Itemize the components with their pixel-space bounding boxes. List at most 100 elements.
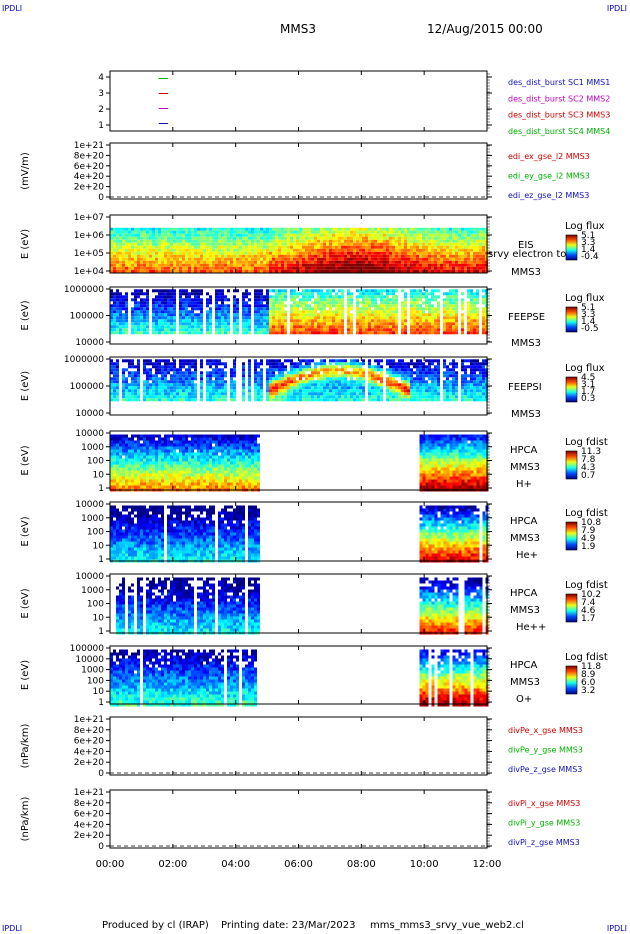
panel-feepse: E (eV) 1000000 100000 10000 FEEPSE MMS3 Log fl… (20, 285, 605, 349)
plot-datetime: 12/Aug/2015 00:00 (427, 22, 543, 36)
legend-burst-2: des_dist_burst SC2 MMS2 (508, 94, 610, 103)
ytick-feepse-1: 100000 (70, 312, 105, 322)
ytick-hpca_o-3: 100 (87, 676, 104, 686)
panel-label-hpca_hepp-1: MMS3 (510, 605, 540, 616)
legend-edi-3: edi_ez_gse_l2 MMS3 (508, 191, 589, 200)
colorbar-tick-hpca_h-0: 11.3 (581, 447, 601, 457)
ytick-edi-1: 8e+20 (74, 151, 105, 161)
ytick-divpi-0: 1e+21 (74, 788, 104, 798)
ytick-hpca_he-4: 1 (98, 555, 104, 565)
ytick-edi-2: 6e+20 (74, 162, 105, 172)
ytick-divpi-3: 4e+20 (74, 820, 105, 830)
colorbar-hpca_hepp (565, 593, 578, 623)
colorbar-feepse (565, 306, 578, 333)
xtick-label-5: 10:00 (410, 859, 439, 870)
ytick-hpca_hepp-0: 10000 (75, 572, 104, 582)
ytick-divpe-0: 1e+21 (74, 715, 104, 725)
panel-label-hpca_o-0: HPCA (510, 660, 538, 671)
xtick-label-1: 02:00 (158, 859, 187, 870)
ylabel-hpca_o: E (eV) (20, 660, 31, 690)
colorbar-tick-eis-3: -0.4 (581, 252, 599, 262)
frame-divpe (109, 716, 488, 776)
xtick-label-0: 00:00 (96, 859, 125, 870)
ytick-eis-0: 1e+07 (74, 213, 104, 223)
ytick-hpca_hepp-3: 10 (93, 613, 105, 623)
colorbar-tick-hpca_he-2: 4.9 (581, 534, 596, 544)
ytick-feepsi-0: 1000000 (64, 355, 104, 365)
ytick-burst-0: 4 (98, 73, 104, 83)
panel-label-hpca_he-0: HPCA (510, 516, 538, 527)
colorbar-tick-hpca_he-3: 1.9 (581, 542, 596, 552)
colorbar-feepsi (565, 376, 578, 403)
ytick-hpca_he-1: 1000 (81, 514, 104, 524)
colorbar-title-feepsi: Log flux (565, 363, 605, 374)
colorbar-tick-hpca_o-0: 11.8 (581, 662, 601, 672)
panel-hpca_h: E (eV) 10000 1000 100 10 1 HPCA MMS3 H+ Log fdist… (20, 429, 608, 494)
colorbar-tick-hpca_hepp-2: 4.6 (581, 606, 596, 616)
ytick-feepsi-2: 10000 (75, 409, 104, 419)
corner-label-bottom-left: IPDLI (2, 924, 23, 933)
xtick-label-6: 12:00 (473, 859, 502, 870)
colorbar-title-hpca_hepp: Log fdist (565, 580, 608, 591)
ytick-hpca_hepp-1: 1000 (81, 586, 104, 596)
legend-divpi-2: divPi_y_gse MMS3 (508, 819, 580, 828)
colorbar-tick-feepsi-1: 3.1 (581, 380, 595, 390)
legend-divpe-2: divPe_y_gse MMS3 (508, 746, 583, 755)
ytick-divpe-2: 6e+20 (74, 737, 105, 747)
colorbar-tick-eis-1: 3.3 (581, 238, 595, 248)
colorbar-tick-hpca_h-2: 4.3 (581, 463, 595, 473)
ytick-edi-4: 2e+20 (74, 183, 105, 193)
panel-label-hpca_h-0: HPCA (510, 445, 538, 456)
panel-label-eis-2: MMS3 (511, 267, 541, 278)
colorbar-tick-hpca_hepp-3: 1.7 (581, 614, 595, 624)
ytick-burst-3: 1 (98, 121, 104, 131)
colorbar-tick-hpca_h-1: 7.8 (581, 455, 596, 465)
colorbar-tick-feepsi-3: 0.3 (581, 394, 595, 404)
ytick-divpi-4: 2e+20 (74, 831, 105, 841)
xtick-label-4: 08:00 (347, 859, 376, 870)
legend-edi-1: edi_ex_gse_l2 MMS3 (508, 152, 590, 161)
colorbar-tick-hpca_hepp-0: 10.2 (581, 590, 601, 600)
legend-divpi-1: divPi_x_gse MMS3 (508, 799, 580, 808)
colorbar-title-eis: Log flux (565, 221, 605, 232)
ylabel-hpca_he: E (eV) (20, 516, 31, 546)
colorbar-title-hpca_h: Log fdist (565, 437, 608, 448)
ytick-feepse-0: 1000000 (64, 285, 104, 295)
xtick-label-3: 06:00 (284, 859, 313, 870)
frame-edi (109, 142, 488, 200)
ytick-hpca_he-3: 10 (93, 541, 105, 551)
ytick-edi-3: 4e+20 (74, 172, 105, 182)
xtick-label-2: 04:00 (221, 859, 250, 870)
colorbar-tick-feepsi-0: 4.5 (581, 373, 595, 383)
colorbar-tick-hpca_o-1: 8.9 (581, 670, 596, 680)
colorbar-tick-hpca_he-1: 7.9 (581, 526, 596, 536)
ylabel-feepse: E (eV) (20, 300, 31, 330)
colorbar-tick-feepse-1: 3.3 (581, 310, 595, 320)
legend-burst-4: des_dist_burst SC4 MMS4 (508, 127, 610, 136)
colorbar-tick-hpca_o-2: 6.0 (581, 678, 596, 688)
footer-filename: mms_mms3_srvy_vue_web2.cl (370, 920, 524, 931)
ylabel-feepsi: E (eV) (20, 371, 31, 401)
panel-hpca_hepp: E (eV) 10000 1000 100 10 1 HPCA MMS3 He++ Log fdi… (20, 572, 608, 637)
panel-label-hpca_hepp-0: HPCA (510, 588, 538, 599)
ytick-hpca_he-0: 10000 (75, 500, 104, 510)
colorbar-tick-hpca_h-3: 0.7 (581, 471, 595, 481)
footer-printing-date: Printing date: 23/Mar/2023 (221, 920, 356, 931)
corner-label-bottom-right: IPDLI (606, 924, 627, 933)
ytick-divpe-5: 0 (98, 769, 104, 779)
ylabel-hpca_hepp: E (eV) (20, 588, 31, 618)
ytick-burst-1: 3 (98, 89, 104, 99)
ytick-edi-5: 0 (98, 193, 104, 203)
panel-label-hpca_h-2: H+ (516, 479, 532, 490)
ytick-divpe-1: 8e+20 (74, 726, 105, 736)
ytick-hpca_o-1: 10000 (75, 655, 104, 665)
ytick-divpi-1: 8e+20 (74, 799, 105, 809)
corner-label-top-right: IPDLI (606, 4, 627, 13)
frame-burst (109, 70, 488, 132)
panel-label-hpca_o-1: MMS3 (510, 677, 540, 688)
ytick-eis-2: 1e+05 (74, 249, 104, 259)
panel-label-feepsi-1: MMS3 (511, 409, 541, 420)
ylabel-eis: E (eV) (20, 229, 31, 259)
